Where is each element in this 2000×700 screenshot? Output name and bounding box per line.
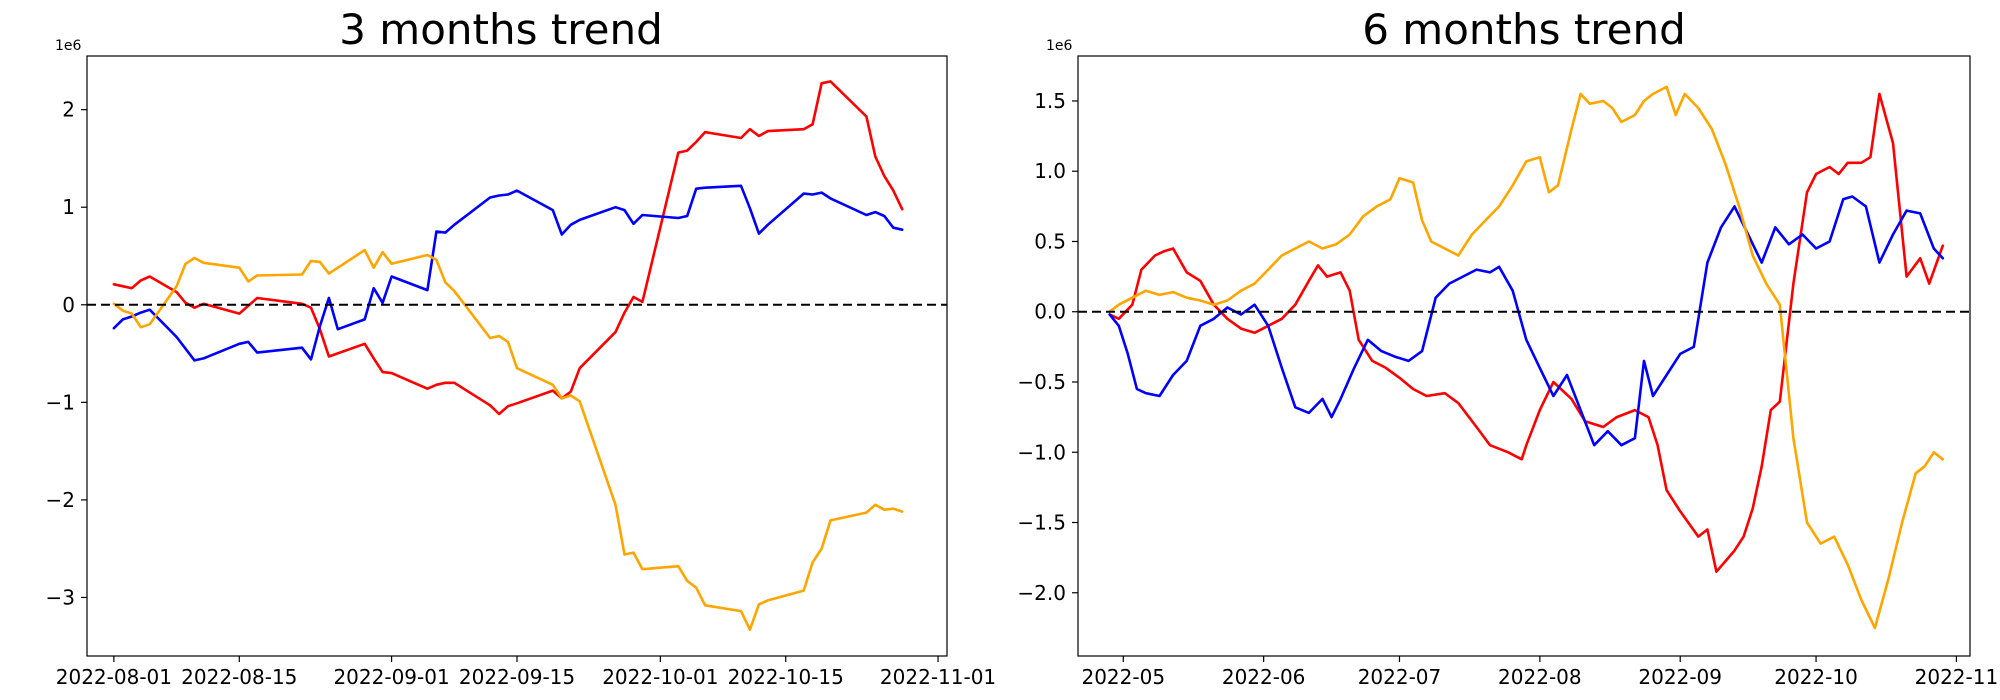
y-tick-label: 1 — [62, 195, 75, 219]
chart-title: 3 months trend — [339, 5, 663, 54]
y-axis-multiplier: 1e6 — [1046, 38, 1073, 54]
chart-panel-1: 3 months trend 1e6 2 1 0 −1 −2 −3 2022-08-01 2022… — [46, 5, 997, 689]
plot-frame — [1077, 55, 1971, 657]
y-tick-label: −2 — [46, 488, 75, 512]
plot-frame — [86, 55, 948, 657]
x-tick-label: 2022-11-01 — [880, 665, 996, 689]
x-tick-label: 2022-11 — [1915, 665, 1999, 689]
y-tick-label: −0.5 — [1017, 370, 1066, 394]
y-tick-label: 1.0 — [1034, 159, 1066, 183]
series-line-1 — [1108, 92, 1945, 574]
chart-panel-2: 6 months trend 1e6 1.5 1.0 0.5 0.0 −0.5 −1.0 −1.… — [1017, 5, 1998, 689]
y-tick-label: −1.0 — [1017, 440, 1066, 464]
x-tick-label: 2022-07 — [1358, 665, 1442, 689]
x-tick-label: 2022-09-01 — [333, 665, 449, 689]
x-tick-label: 2022-05 — [1081, 665, 1165, 689]
y-tick-label: −1 — [46, 390, 75, 414]
x-tick-label: 2022-10-01 — [602, 665, 718, 689]
chart-title: 6 months trend — [1362, 5, 1686, 54]
x-tick-label: 2022-09-15 — [459, 665, 575, 689]
y-tick-label: −3 — [46, 585, 75, 609]
x-tick-label: 2022-08 — [1498, 665, 1582, 689]
series-line-1 — [112, 80, 904, 416]
y-tick-label: −2.0 — [1017, 581, 1066, 605]
x-tick-label: 2022-10-15 — [728, 665, 844, 689]
x-tick-label: 2022-10 — [1774, 665, 1858, 689]
x-tick-label: 2022-08-01 — [56, 665, 172, 689]
y-tick-label: 1.5 — [1034, 89, 1066, 113]
y-tick-label: 0 — [62, 293, 75, 317]
y-tick-label: −1.5 — [1017, 511, 1066, 535]
series-line-3 — [112, 248, 904, 632]
y-tick-label: 0.0 — [1034, 300, 1066, 324]
x-tick-label: 2022-08-15 — [181, 665, 297, 689]
y-tick-label: 0.5 — [1034, 229, 1066, 253]
x-tick-label: 2022-09 — [1638, 665, 1722, 689]
series-line-2 — [1108, 195, 1945, 447]
y-tick-label: 2 — [62, 98, 75, 122]
series-line-3 — [1108, 85, 1945, 630]
x-tick-label: 2022-06 — [1222, 665, 1306, 689]
y-axis-multiplier: 1e6 — [55, 38, 82, 54]
series-line-2 — [112, 184, 904, 362]
